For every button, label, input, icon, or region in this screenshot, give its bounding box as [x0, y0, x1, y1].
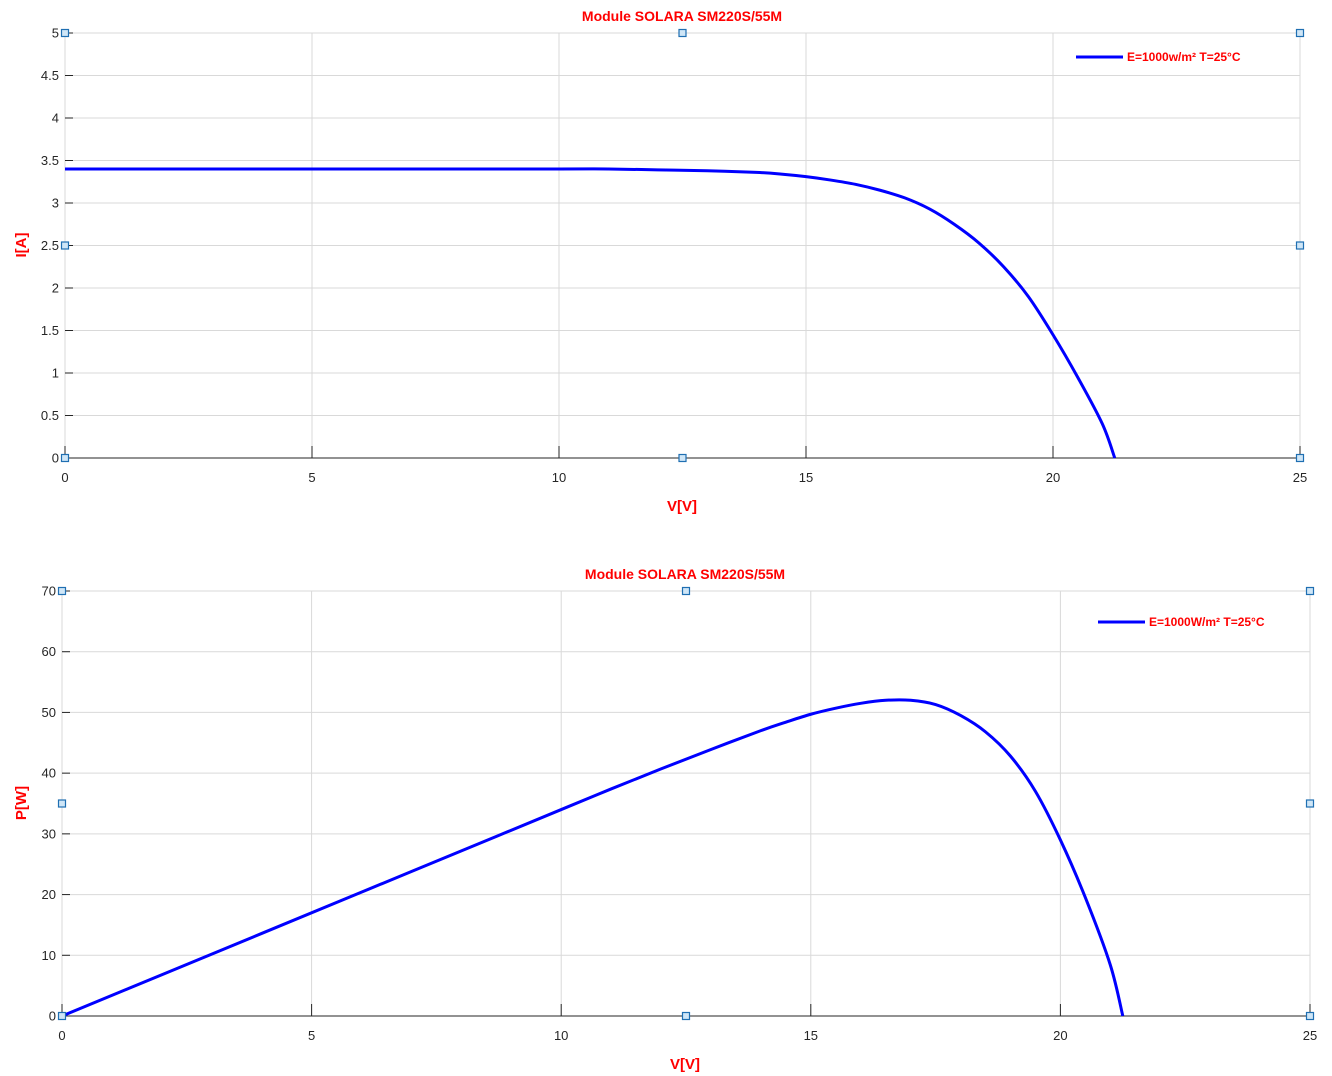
- iv-x-tick-label: 0: [61, 470, 68, 485]
- pv-y-axis-label: P[W]: [13, 786, 30, 820]
- pv-legend-label: E=1000W/m² T=25°C: [1149, 615, 1265, 629]
- pv-x-tick-label: 20: [1053, 1028, 1067, 1043]
- iv-x-axis-label: V[V]: [667, 498, 697, 515]
- pv-y-tick-label: 40: [42, 766, 56, 781]
- iv-y-tick-label: 0.5: [41, 408, 59, 423]
- iv-y-tick-label: 3: [52, 196, 59, 211]
- pv-plot-title: Module SOLARA SM220S/55M: [585, 566, 785, 582]
- iv-y-tick-label: 4.5: [41, 68, 59, 83]
- iv-resize-handle[interactable]: [1295, 241, 1305, 250]
- pv-legend: E=1000W/m² T=25°C: [1098, 615, 1265, 629]
- iv-y-tick-label: 2: [52, 281, 59, 296]
- pv-y-tick-label: 60: [42, 644, 56, 659]
- iv-x-tick-label: 5: [308, 470, 315, 485]
- pv-selection-handles[interactable]: [57, 586, 1315, 1021]
- pv-plot-frame: [61, 590, 1311, 1017]
- pv-series-line: [61, 698, 1125, 1018]
- iv-resize-handle[interactable]: [60, 453, 70, 463]
- iv-resize-handle[interactable]: [60, 28, 70, 38]
- pv-grid: [61, 590, 1311, 1017]
- pv-x-tick-label: 10: [554, 1028, 568, 1043]
- pv-resize-handle[interactable]: [57, 586, 67, 596]
- iv-y-tick-label: 3.5: [41, 153, 59, 168]
- pv-y-tick-label: 0: [49, 1009, 56, 1024]
- pv-x-tick-label: 5: [308, 1028, 315, 1043]
- iv-plot-title: Module SOLARA SM220S/55M: [582, 8, 782, 24]
- iv-y-axis-label: I[A]: [13, 233, 30, 258]
- pv-y-tick-label: 70: [42, 584, 56, 599]
- iv-x-tick-label: 25: [1293, 470, 1307, 485]
- iv-y-tick-label: 4: [52, 111, 59, 126]
- pv-y-ticks: 0 10 20 30 40 50 60 70: [42, 584, 70, 1024]
- iv-legend-label: E=1000w/m² T=25°C: [1127, 50, 1241, 64]
- iv-resize-handle[interactable]: [1295, 453, 1305, 463]
- pv-x-tick-label: 25: [1303, 1028, 1317, 1043]
- pv-x-ticks: 0 5 10 15 20 25: [58, 1004, 1317, 1043]
- iv-y-tick-label: 2.5: [41, 238, 59, 253]
- iv-y-ticks: 0 0.5 1 1.5 2 2.5 3 3.5 4 4.5 5: [41, 26, 73, 466]
- iv-x-tick-label: 20: [1046, 470, 1060, 485]
- pv-resize-handle[interactable]: [1305, 1011, 1315, 1021]
- iv-resize-handle[interactable]: [60, 241, 70, 250]
- pv-resize-handle[interactable]: [1305, 799, 1315, 808]
- iv-resize-handle[interactable]: [678, 453, 687, 463]
- pv-resize-handle[interactable]: [57, 1011, 67, 1021]
- pv-x-axis-label: V[V]: [670, 1056, 700, 1073]
- iv-series-line: [64, 167, 1117, 459]
- pv-x-tick-label: 15: [804, 1028, 818, 1043]
- pv-resize-handle[interactable]: [57, 799, 67, 808]
- pv-resize-handle[interactable]: [681, 1011, 691, 1021]
- pv-resize-handle[interactable]: [681, 586, 691, 596]
- iv-x-tick-label: 10: [552, 470, 566, 485]
- pv-x-tick-label: 0: [58, 1028, 65, 1043]
- iv-y-tick-label: 1.5: [41, 323, 59, 338]
- iv-grid: [64, 32, 1301, 459]
- iv-curve-plot: Module SOLARA SM220S/55M 0 5 10 15 20 25 00.5…: [13, 8, 1307, 515]
- pv-y-tick-label: 10: [42, 948, 56, 963]
- pv-y-tick-label: 30: [42, 826, 56, 841]
- iv-resize-handle[interactable]: [1295, 28, 1305, 38]
- iv-x-ticks: 0 5 10 15 20 25: [61, 446, 1307, 485]
- pv-resize-handle[interactable]: [1305, 586, 1315, 596]
- iv-resize-handle[interactable]: [678, 28, 687, 38]
- pv-y-tick-label: 50: [42, 705, 56, 720]
- iv-y-tick-label: 5: [52, 26, 59, 41]
- pv-y-tick-label: 20: [42, 887, 56, 902]
- iv-x-tick-label: 15: [799, 470, 813, 485]
- iv-y-tick-label: 0: [52, 451, 59, 466]
- iv-legend: E=1000w/m² T=25°C: [1076, 50, 1241, 64]
- iv-selection-handles[interactable]: [60, 28, 1305, 463]
- pv-curve-plot: Module SOLARA SM220S/55M 0 5 10 15 20 25 0 10 2…: [13, 566, 1317, 1073]
- iv-y-tick-label: 1: [52, 366, 59, 381]
